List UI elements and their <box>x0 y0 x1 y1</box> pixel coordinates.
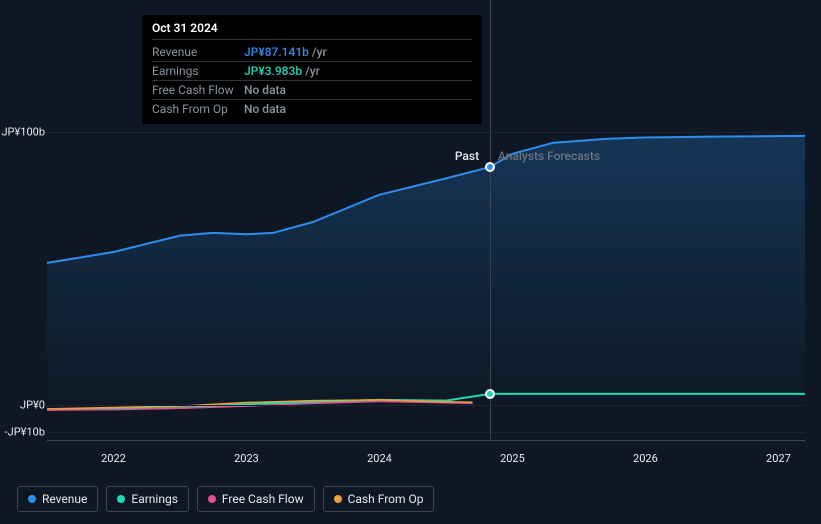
series-marker <box>485 162 495 172</box>
legend-item-earnings[interactable]: Earnings <box>106 486 189 512</box>
x-axis-label: 2026 <box>633 452 658 465</box>
forecast-section-label: Analysts Forecasts <box>498 149 600 163</box>
y-axis-label: -JP¥10b <box>5 426 45 439</box>
x-axis-label: 2024 <box>367 452 392 465</box>
x-axis-label: 2023 <box>234 452 259 465</box>
x-axis-label: 2027 <box>766 452 791 465</box>
cursor-vline <box>490 0 491 440</box>
tooltip-metric-label: Free Cash Flow <box>152 83 244 97</box>
legend-dot-icon <box>28 495 36 503</box>
legend-item-revenue[interactable]: Revenue <box>17 486 98 512</box>
chart-legend: Revenue Earnings Free Cash Flow Cash From O… <box>17 486 434 512</box>
tooltip-row: Cash From OpNo data <box>152 100 472 118</box>
gridline <box>47 405 805 406</box>
tooltip-metric-label: Cash From Op <box>152 102 244 116</box>
tooltip-metric-value: No data <box>244 83 286 97</box>
tooltip-title: Oct 31 2024 <box>152 21 472 40</box>
x-axis-baseline <box>47 440 805 441</box>
legend-label: Revenue <box>42 492 87 506</box>
legend-label: Earnings <box>131 492 178 506</box>
tooltip-row: RevenueJP¥87.141b/yr <box>152 43 472 62</box>
legend-label: Cash From Op <box>348 492 424 506</box>
x-axis-label: 2025 <box>500 452 525 465</box>
legend-dot-icon <box>334 495 342 503</box>
y-axis-label: JP¥100b <box>1 126 45 139</box>
x-axis-label: 2022 <box>101 452 126 465</box>
tooltip-metric-label: Earnings <box>152 64 244 78</box>
tooltip-row: Free Cash FlowNo data <box>152 81 472 100</box>
gridline <box>47 268 805 269</box>
legend-item-free-cash-flow[interactable]: Free Cash Flow <box>197 486 315 512</box>
legend-item-cash-from-op[interactable]: Cash From Op <box>323 486 435 512</box>
tooltip-metric-value: JP¥87.141b/yr <box>244 45 327 59</box>
chart-tooltip: Oct 31 2024 RevenueJP¥87.141b/yrEarnings… <box>142 15 482 124</box>
series-marker <box>485 389 495 399</box>
past-section-label: Past <box>455 149 479 163</box>
legend-dot-icon <box>208 495 216 503</box>
y-axis-label: JP¥0 <box>20 398 45 411</box>
legend-dot-icon <box>117 495 125 503</box>
tooltip-metric-label: Revenue <box>152 45 244 59</box>
gridline <box>47 432 805 433</box>
legend-label: Free Cash Flow <box>222 492 304 506</box>
tooltip-metric-value: JP¥3.983b/yr <box>244 64 320 78</box>
tooltip-row: EarningsJP¥3.983b/yr <box>152 62 472 81</box>
tooltip-metric-value: No data <box>244 102 286 116</box>
financials-chart: JP¥100bJP¥0-JP¥10b 202220232024202520262… <box>17 0 805 524</box>
gridline <box>47 132 805 133</box>
